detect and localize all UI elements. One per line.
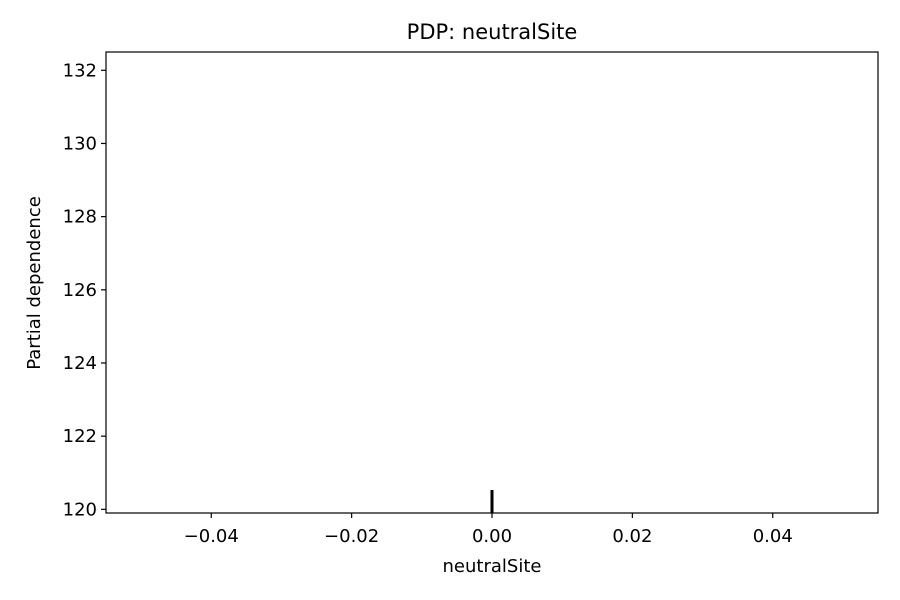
y-tick-label: 124: [63, 353, 97, 374]
x-tick-label: 0.02: [612, 526, 652, 547]
x-tick-label: −0.02: [324, 526, 379, 547]
x-axis: −0.04 −0.02 0.00 0.02 0.04: [184, 513, 793, 547]
plot-area: [105, 51, 879, 514]
y-tick-label: 120: [63, 499, 97, 520]
y-tick-label: 128: [63, 207, 97, 228]
x-tick-label: −0.04: [184, 526, 239, 547]
y-axis: 120 122 124 126 128 130 132: [63, 60, 106, 520]
x-tick-label: 0.00: [472, 526, 512, 547]
y-tick-label: 126: [63, 280, 97, 301]
x-axis-label: neutralSite: [443, 556, 542, 577]
y-axis-label: Partial dependence: [24, 196, 45, 370]
x-tick-label: 0.04: [753, 526, 793, 547]
plot-frame: [105, 51, 879, 514]
y-tick-label: 130: [63, 133, 97, 154]
chart-title: PDP: neutralSite: [407, 20, 578, 44]
y-tick-label: 122: [63, 426, 97, 447]
y-tick-label: 132: [63, 60, 97, 81]
